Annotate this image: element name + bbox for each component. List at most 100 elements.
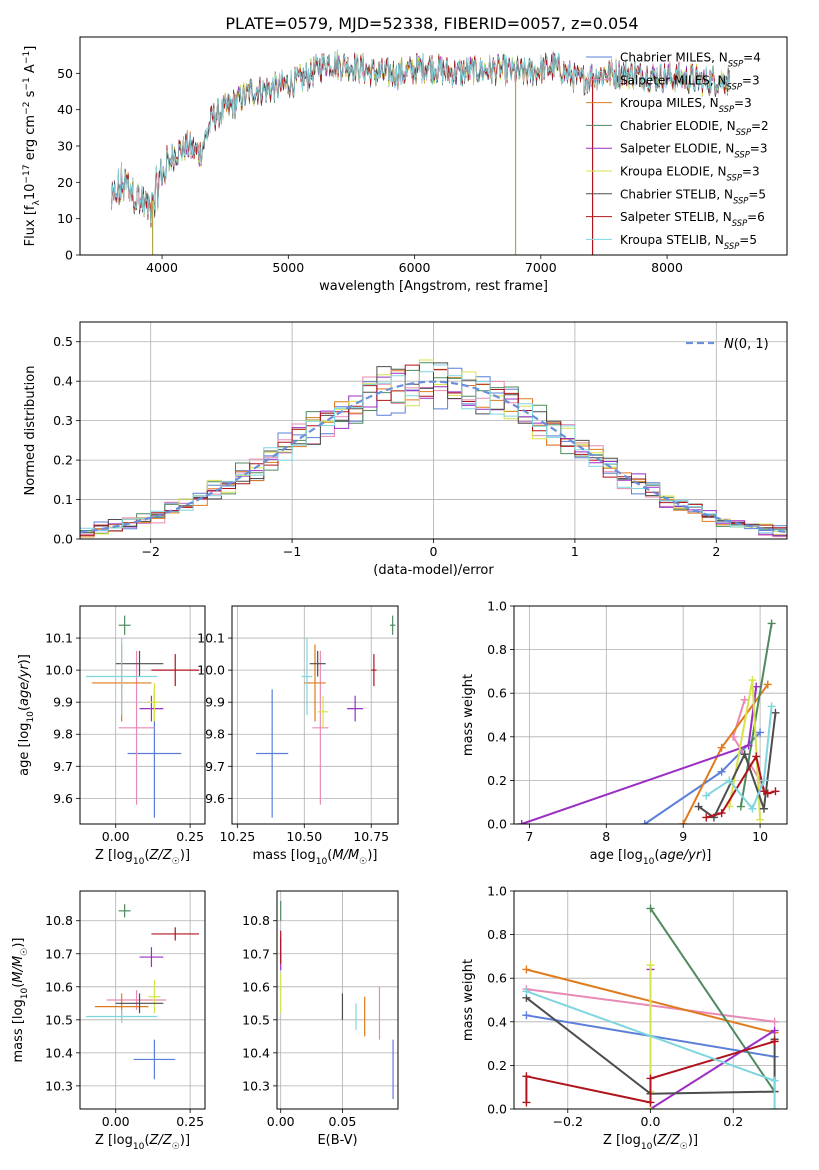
residuals-frame [79,321,788,540]
x-tick-label: 0.05 [329,1114,357,1129]
y-tick-label: 0.8 [487,642,507,657]
series-marker [756,728,765,737]
series-chabrier-stelib [694,708,780,822]
y-tick-label: 9.9 [205,695,225,710]
series-marker [522,1098,531,1107]
y-tick-label: 9.6 [205,791,225,806]
x-tick-label: −1 [283,544,301,559]
series-marker [770,1026,779,1035]
legend-label-chabrier-stelib: Chabrier STELIB, NSSP=5 [620,187,766,205]
y-tick-label: 0.1 [53,492,73,507]
point-kroupa-stelib [85,1009,158,1024]
y-tick-label: 10.5 [45,1012,73,1027]
point-chabrier-stelib [115,993,164,1014]
x-tick-label: 9 [679,829,687,844]
mass_vs_ebv-points [280,900,394,1100]
y-tick-label: 0.4 [487,729,507,744]
y-tick-label: 10.3 [45,1078,73,1093]
age_vs_Z-plot-area [80,606,205,824]
series-marker [767,702,776,711]
series-marker [770,1105,779,1109]
y-tick-label: 50 [57,66,73,81]
spectrum-x-axis-label: wavelength [Angstrom, rest frame] [319,279,548,294]
series-marker [522,1011,531,1020]
spectrum-legend: Chabrier MILES, NSSP=4 Salpeter MILES, NS… [586,51,769,251]
legend-label-normal: N(0, 1) [724,337,769,352]
residuals-y-axis-label: Normed distribution [23,366,38,496]
legend-label-salpeter-stelib: Salpeter STELIB, NSSP=6 [620,210,765,228]
point-kroupa-elodie [317,695,329,728]
series-marker [717,767,726,776]
mass_vs_ebv-frame [276,890,399,1110]
point-salpeter-miles [312,650,329,805]
point-kroupa-miles [304,644,326,722]
series-line [649,907,776,1093]
series-marker [767,619,776,628]
y-tick-label: 1.0 [487,599,507,614]
x-tick-label: 0.25 [176,1114,204,1129]
series-marker [744,741,753,750]
weight_vs_age-frame [513,605,788,825]
y-tick-label: 10.6 [242,979,270,994]
series-marker [759,776,768,785]
y-tick-label: 9.6 [53,791,73,806]
series-marker [770,1017,779,1026]
series-marker [694,802,703,811]
x-tick-label: 10.25 [219,829,255,844]
y-tick-label: 1.0 [487,884,507,899]
age_vs_Z-y-axis-label: age [log10(age/yr)] [17,654,36,776]
y-tick-label: 0.6 [487,686,507,701]
x-tick-label: 0.00 [102,1114,130,1129]
series-marker [717,809,726,818]
weight_vs_Z-y-axis-label: mass weight [461,959,476,1041]
x-tick-label: −0.2 [553,1114,583,1129]
point-salpeter-elodie [139,947,164,967]
spectrum-frame [79,36,788,256]
series-marker [646,1098,655,1107]
y-tick-label: 0.0 [53,532,73,547]
y-tick-label: 10.3 [242,1078,270,1093]
series-marker [756,815,765,824]
x-tick-label: 1 [571,544,579,559]
series-marker [748,676,757,685]
y-tick-label: 0.4 [487,1014,507,1029]
y-tick-label: 0.0 [487,817,507,832]
y-tick-label: 30 [57,139,73,154]
age_vs_Z-frame [79,605,206,825]
age_vs_Z-axes: 0.00 0.25 9.6 9.7 9.8 9.9 10.0 10.1 Z [log10(Z/Z… [17,606,205,867]
point-kroupa-stelib [85,638,158,715]
mass_vs_Z-points [85,904,200,1080]
series-marker [522,987,531,996]
mass_vs_ebv-plot-area [277,891,398,1109]
mass_vs_ebv-x-axis-label: E(B-V) [317,1133,357,1148]
y-tick-label: 10.7 [242,946,270,961]
mass_vs_ebv-axes: 0.00 0.05 10.3 10.4 10.5 10.6 10.7 10.8 E(B-V) [242,891,398,1148]
y-tick-label: 10.0 [45,663,73,678]
series-kroupa-elodie [725,676,765,824]
series-marker [522,965,531,974]
x-tick-label: 6000 [399,260,431,275]
legend-label-chabrier-elodie: Chabrier ELODIE, NSSP=2 [620,119,769,137]
residual-legend: N(0, 1) [686,337,769,352]
series-marker [752,752,761,761]
weight_vs_age-plot-area [514,606,787,824]
y-tick-label: 0.8 [487,927,507,942]
point-chabrier-miles [256,689,289,818]
series-kroupa-stelib [702,702,776,813]
x-tick-label: 5000 [272,260,304,275]
y-tick-label: 0.4 [53,374,73,389]
weight_vs_age-axes: 7 8 9 10 0.0 0.2 0.4 0.6 0.8 1.0 age [log10(age/yr… [461,599,787,867]
x-tick-label: 10 [752,829,768,844]
series-marker [771,787,780,796]
y-tick-label: 10.8 [242,913,270,928]
point-kroupa-elodie [148,682,161,722]
series-marker [740,695,749,704]
age_vs_mass-x-axis-label: mass [log10(M/M☉)] [253,848,378,867]
y-tick-label: 9.8 [205,727,225,742]
legend-label-salpeter-miles: Salpeter MILES, NSSP=3 [620,73,760,91]
point-kroupa-stelib [301,638,313,715]
y-tick-label: 10.4 [242,1045,270,1060]
figure-title: PLATE=0579, MJD=52338, FIBERID=0057, z=0… [225,14,638,33]
point-chabrier-elodie [118,615,131,635]
x-tick-label: 0.0 [641,1114,661,1129]
